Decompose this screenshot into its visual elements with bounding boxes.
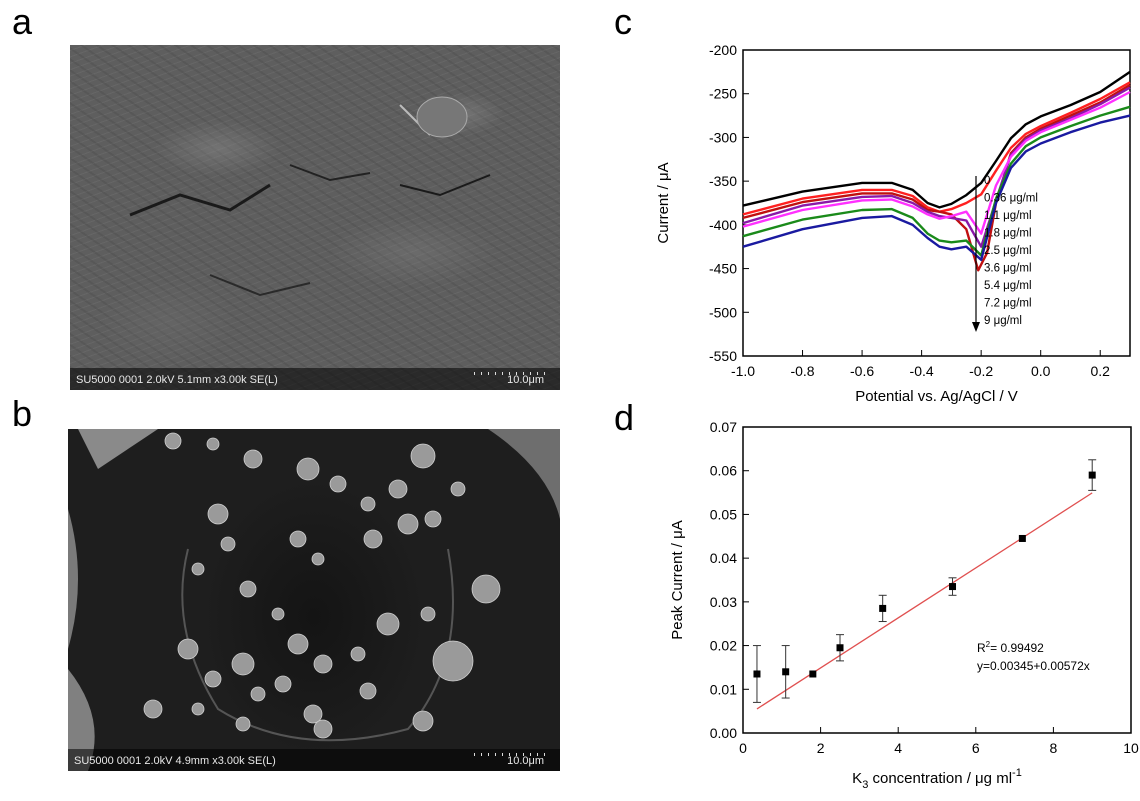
x-tick-label-d: 4 <box>894 740 902 756</box>
chart-d-calibration: 0.00 0.01 0.02 0.03 0.04 0.05 0.06 0.07 0 2 4 6 8 10 K… <box>669 419 1139 791</box>
x-tick-label-d: 8 <box>1050 740 1058 756</box>
x-axis-label-d-rest: concentration / μg ml <box>868 770 1012 787</box>
data-point-d <box>949 583 957 591</box>
panel-label-c: c <box>614 1 632 42</box>
sem-info-bar-b: SU5000 0001 2.0kV 4.9mm x3.00k SE(L) 10.… <box>68 749 560 771</box>
y-tick-label-c: -200 <box>709 42 737 58</box>
x-tick-label-c: -0.6 <box>850 363 874 379</box>
y-tick-label-d: 0.01 <box>710 681 737 697</box>
legend-entry-c: 3.6 μg/ml <box>984 263 1032 275</box>
series-line-c-3 <box>742 86 1131 248</box>
sem-image-b: SU5000 0001 2.0kV 4.9mm x3.00k SE(L) 10.… <box>68 429 560 771</box>
legend-entry-c: 0.36 μg/ml <box>984 193 1038 205</box>
series-line-c-5 <box>742 105 1131 257</box>
y-tick-label-d: 0.06 <box>710 463 737 479</box>
fit-line-d <box>756 492 1093 710</box>
y-tick-label-d: 0.02 <box>710 638 737 654</box>
x-tick-label-d: 6 <box>972 740 980 756</box>
annotation-r2-label: R <box>977 641 986 655</box>
y-tick-label-c: -550 <box>709 348 737 364</box>
series-line-c-1 <box>742 81 1131 216</box>
y-tick-label-c: -500 <box>709 304 737 320</box>
panel-label-a: a <box>12 1 33 42</box>
data-point-d <box>782 668 790 676</box>
y-tick-label-d: 0.04 <box>710 550 737 566</box>
scale-bar-b <box>474 753 546 756</box>
x-axis-label-d: K3 concentration / μg ml-1 <box>852 767 1022 791</box>
annotation-r2-value: = 0.99492 <box>990 641 1044 655</box>
x-tick-label-c: -0.8 <box>790 363 814 379</box>
x-axis-label-d-main: K <box>852 770 862 787</box>
x-tick-label-c: -0.2 <box>969 363 993 379</box>
data-point-d <box>1018 534 1026 542</box>
sem-texture-b <box>68 429 560 771</box>
x-tick-label-d: 0 <box>739 740 747 756</box>
y-axis-label-d: Peak Current / μA <box>669 520 686 640</box>
sem-info-a: SU5000 0001 2.0kV 5.1mm x3.00k SE(L) <box>76 374 278 386</box>
scale-bar-a <box>474 372 546 375</box>
data-point-d <box>809 670 817 678</box>
y-tick-label-d: 0.03 <box>710 594 737 610</box>
plot-frame-d <box>742 426 1132 734</box>
legend-entry-c: 1.8 μg/ml <box>984 228 1032 240</box>
y-tick-label-c: -350 <box>709 173 737 189</box>
series-line-c-2 <box>742 83 1131 272</box>
y-tick-label-c: -400 <box>709 217 737 233</box>
panel-label-d: d <box>614 397 635 438</box>
x-tick-label-c: 0.0 <box>1031 363 1051 379</box>
crystal-clusters <box>143 432 501 739</box>
legend-arrowhead-c <box>972 322 980 332</box>
x-axis-label-d-sub: 3 <box>862 779 868 791</box>
x-tick-label-d: 2 <box>817 740 825 756</box>
x-tick-label-d: 10 <box>1123 740 1139 756</box>
y-tick-label-d: 0.00 <box>710 725 737 741</box>
x-axis-label-c: Potential vs. Ag/AgCl / V <box>855 388 1018 405</box>
chart-c-voltammogram: -200 -250 -300 -350 -400 -450 -500 -550-1.0 -0.8… <box>655 42 1131 405</box>
y-axis-label-c: Current / μA <box>655 162 672 243</box>
annotation-r2-d: R2= 0.99492 <box>977 640 1044 655</box>
data-point-d <box>1088 471 1096 479</box>
annotation-equation-d: y=0.00345+0.00572x <box>977 659 1090 673</box>
sem-scale-a: 10.0μm <box>507 374 544 386</box>
y-tick-label-d: 0.07 <box>710 419 737 435</box>
sem-scale-b: 10.0μm <box>507 755 544 767</box>
sem-info-b: SU5000 0001 2.0kV 4.9mm x3.00k SE(L) <box>74 755 276 767</box>
x-axis-label-d-sup: -1 <box>1012 767 1022 779</box>
panel-label-b: b <box>12 393 33 434</box>
legend-entry-c: 2.5 μg/ml <box>984 245 1032 257</box>
annotation-r2-sup: 2 <box>986 640 991 649</box>
y-tick-label-c: -300 <box>709 129 737 145</box>
sem-info-bar-a: SU5000 0001 2.0kV 5.1mm x3.00k SE(L) 10.… <box>70 368 560 390</box>
x-tick-label-c: -1.0 <box>731 363 755 379</box>
sem-image-a: SU5000 0001 2.0kV 5.1mm x3.00k SE(L) 10.… <box>70 45 560 390</box>
series-line-c-0 <box>742 70 1131 209</box>
data-point-d <box>753 670 761 678</box>
legend-entry-c: 1.1 μg/ml <box>984 210 1032 222</box>
x-tick-label-c: -0.4 <box>910 363 934 379</box>
series-line-c-4 <box>742 90 1131 235</box>
x-tick-label-c: 0.2 <box>1090 363 1110 379</box>
data-point-d <box>836 644 844 652</box>
legend-entry-c: 0 <box>984 175 990 187</box>
series-line-c-6 <box>742 114 1131 262</box>
legend-entry-c: 9 μg/ml <box>984 315 1022 327</box>
legend-entry-c: 5.4 μg/ml <box>984 280 1032 292</box>
legend-entry-c: 7.2 μg/ml <box>984 298 1032 310</box>
y-tick-label-c: -450 <box>709 261 737 277</box>
data-point-d <box>879 604 887 612</box>
y-tick-label-c: -250 <box>709 86 737 102</box>
sem-texture-a <box>129 96 491 297</box>
plot-frame-c <box>742 49 1131 357</box>
y-tick-label-d: 0.05 <box>710 506 737 522</box>
